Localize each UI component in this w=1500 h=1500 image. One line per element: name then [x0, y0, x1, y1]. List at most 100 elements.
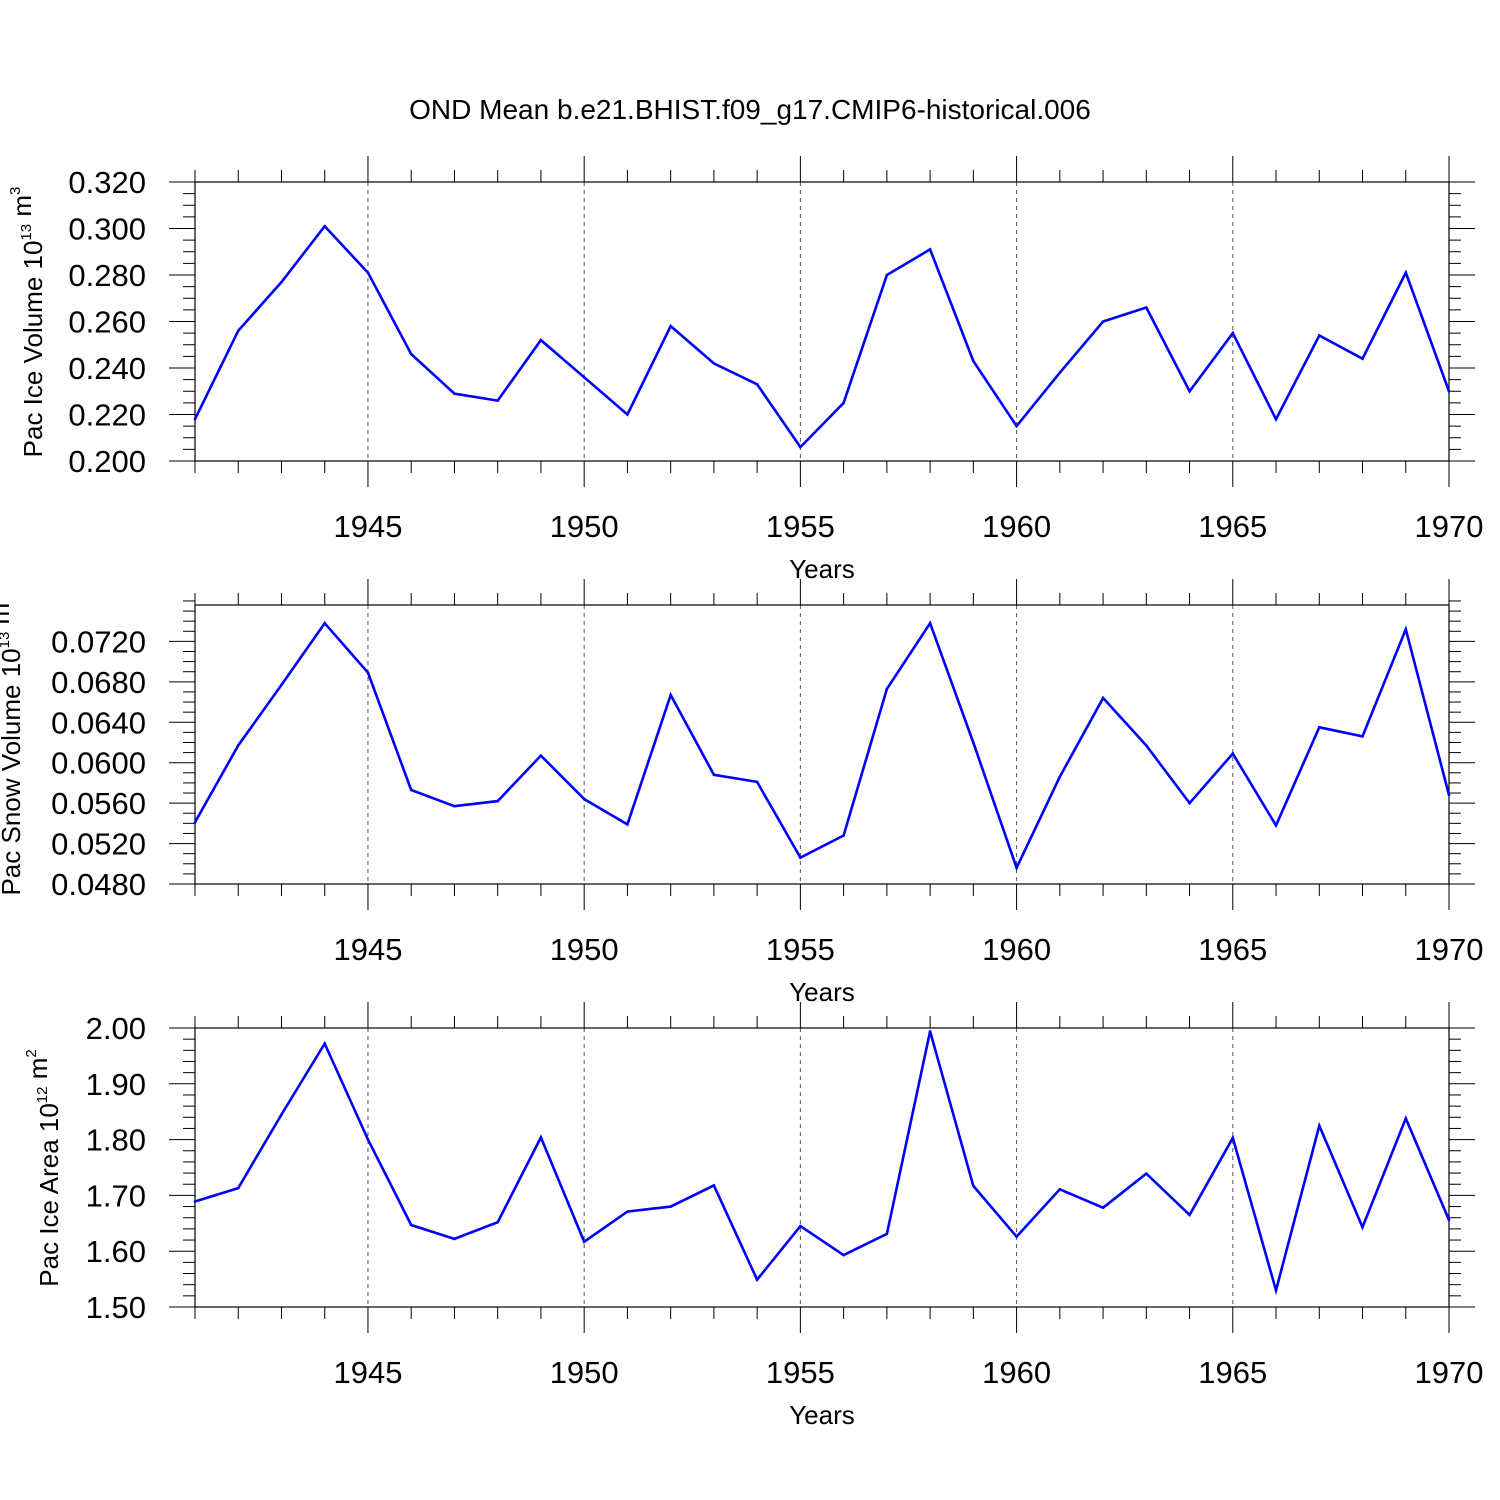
data-point — [712, 362, 716, 365]
data-point — [1317, 1124, 1321, 1127]
y-tick-label: 1.70 — [86, 1178, 146, 1213]
data-point — [1015, 424, 1018, 428]
data-point — [1231, 331, 1235, 335]
data-point — [409, 788, 413, 792]
x-tick-label: 1950 — [550, 1355, 619, 1390]
y-axis-label-part: Pac Snow Volume 10 — [0, 648, 26, 895]
data-point — [582, 376, 586, 379]
x-tick-label: 1970 — [1415, 932, 1484, 967]
data-point — [1101, 320, 1105, 323]
data-point — [1317, 334, 1321, 337]
plot-frame — [194, 181, 1450, 462]
data-point — [928, 1030, 932, 1033]
y-axis-label: Pac Ice Volume 1013 m3 — [7, 187, 48, 458]
series-line — [193, 620, 1451, 872]
data-point — [1361, 735, 1364, 738]
y-tick-label: 0.280 — [68, 258, 146, 293]
y-tick-label: 1.60 — [86, 1234, 146, 1269]
y-axis-label-superscript: 3 — [7, 187, 24, 195]
data-point — [366, 271, 370, 274]
data-point — [1188, 389, 1191, 393]
data-point — [539, 754, 543, 757]
data-point — [755, 1278, 759, 1281]
y-tick-label: 0.200 — [68, 444, 146, 479]
data-point — [1145, 1172, 1148, 1175]
data-point — [236, 744, 240, 747]
y-axis-label-part: m — [7, 195, 37, 224]
y-tick-label: 0.0720 — [51, 624, 146, 659]
data-point — [885, 1232, 889, 1236]
data-point — [1447, 1218, 1451, 1222]
y-axis-label: Pac Ice Area 1012 m2 — [23, 1049, 64, 1286]
data-point — [496, 799, 499, 803]
panel-snow-volume: 1945 1950 1955 1960 1965 1970 0.0480 0.0520 0.05… — [0, 579, 1483, 1007]
y-axis-label: Pac Snow Volume 1013 m3 — [0, 594, 26, 895]
data-point — [712, 773, 716, 777]
data-point — [1101, 696, 1105, 700]
y-tick-label: 0.260 — [68, 305, 146, 340]
data-point — [323, 1042, 327, 1045]
data-point — [669, 324, 672, 328]
data-point — [1274, 1288, 1278, 1292]
panel-ice-area: 1945 1950 1955 1960 1965 1970 1.50 1.60 1.70 1.80… — [23, 1002, 1483, 1430]
data-point — [1447, 793, 1451, 797]
data-point — [453, 392, 456, 395]
data-point — [409, 1223, 413, 1227]
data-point — [972, 1184, 975, 1188]
x-tick-label: 1945 — [333, 509, 402, 544]
data-point — [1361, 1225, 1364, 1229]
data-point — [1145, 306, 1148, 309]
y-tick-label: 0.0600 — [51, 746, 146, 781]
data-point — [626, 1210, 629, 1213]
data-point — [366, 1138, 370, 1141]
data-point — [1188, 801, 1191, 805]
y-axis-label-superscript: 2 — [23, 1049, 40, 1057]
y-axis-label-part: m — [23, 1058, 53, 1087]
data-point — [280, 683, 283, 687]
data-point — [1274, 417, 1278, 421]
series-line — [194, 1030, 1451, 1296]
data-point — [539, 1136, 543, 1139]
data-point — [496, 1220, 499, 1224]
data-point — [1404, 271, 1408, 274]
data-point — [842, 1253, 845, 1257]
data-point — [669, 693, 672, 697]
x-tick-label: 1965 — [1198, 932, 1267, 967]
y-axis-label-superscript: 13 — [0, 632, 13, 649]
x-tick-label: 1945 — [333, 1355, 402, 1390]
x-tick-label: 1960 — [982, 932, 1051, 967]
data-point — [1145, 744, 1148, 747]
data-point — [453, 804, 456, 808]
data-point — [236, 329, 240, 333]
data-point — [1101, 1206, 1105, 1209]
x-tick-label: 1945 — [333, 932, 402, 967]
y-tick-label: 0.0640 — [51, 705, 146, 740]
data-point — [1447, 389, 1451, 393]
data-point — [1188, 1213, 1191, 1217]
x-tick-label: 1955 — [766, 932, 835, 967]
x-axis-label: Years — [789, 554, 855, 584]
data-point — [799, 445, 802, 449]
y-axis-label-superscript: 3 — [0, 594, 2, 602]
data-point — [712, 1184, 716, 1187]
y-tick-label: 1.90 — [86, 1067, 146, 1102]
data-point — [972, 359, 975, 363]
x-tick-label: 1970 — [1415, 1355, 1484, 1390]
data-point — [280, 1113, 283, 1116]
data-point — [1015, 1235, 1018, 1238]
series-line — [193, 224, 1451, 450]
data-point — [755, 382, 759, 386]
data-point — [799, 1224, 802, 1228]
y-tick-label: 0.0480 — [51, 867, 146, 902]
data-point — [453, 1237, 456, 1241]
y-tick-label: 0.0520 — [51, 827, 146, 862]
data-point — [496, 399, 499, 402]
data-point — [193, 417, 197, 421]
x-tick-label: 1965 — [1198, 509, 1267, 544]
panel-ice-volume: 1945 1950 1955 1960 1965 1970 0.200 0.220 0.240 0… — [7, 156, 1483, 584]
data-point — [539, 338, 543, 342]
data-point — [885, 273, 889, 277]
data-point — [1274, 824, 1278, 827]
y-tick-label: 0.0680 — [51, 665, 146, 700]
